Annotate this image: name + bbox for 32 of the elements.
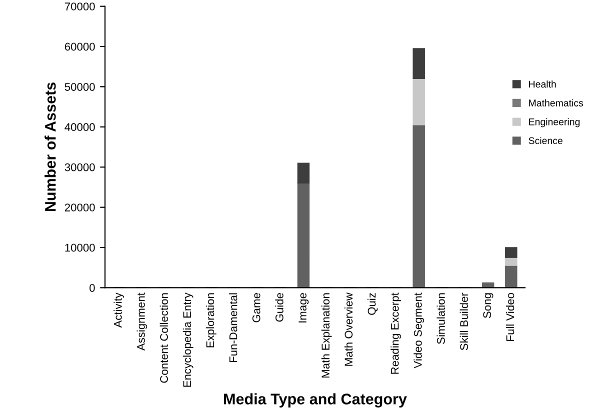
x-tick-label: Song — [483, 293, 494, 318]
x-tick-label: Full Video — [506, 293, 514, 341]
x-tick-label: Fun-Damental — [229, 293, 238, 362]
legend-label: Mathematics — [529, 99, 584, 106]
y-tick-label: 0 — [90, 284, 95, 292]
x-tick-label: Skill Builder — [460, 292, 468, 350]
x-tick-label: Reading Excerpt — [390, 292, 401, 374]
x-tick-label: Activity — [114, 292, 124, 328]
legend-label: Science — [528, 136, 562, 144]
y-tick-label: 70000 — [64, 2, 95, 10]
x-tick-label: Encyclopedia Entry — [182, 292, 194, 387]
y-axis-title: Number of Assets — [44, 82, 56, 212]
legend-label: Engineering — [529, 118, 580, 128]
x-tick-label: Guide — [275, 293, 284, 322]
x-tick-label: Exploration — [206, 293, 216, 348]
x-tick-label: Content Collection — [160, 293, 168, 383]
y-tick-label: 50000 — [64, 82, 95, 91]
x-axis-title: Media Type and Category — [224, 393, 407, 408]
x-tick-label: Assignment — [136, 292, 148, 351]
x-tick-label: Game — [252, 293, 260, 322]
y-tick-label: 40000 — [64, 123, 95, 132]
y-tick-label: 10000 — [65, 244, 95, 252]
x-tick-label: Math Explanation — [321, 293, 332, 378]
x-tick-label: Simulation — [436, 293, 445, 344]
y-tick-label: 20000 — [64, 204, 95, 212]
y-tick-label: 30000 — [64, 163, 95, 172]
x-tick-label: Video Segment — [414, 292, 424, 368]
x-tick-label: Image — [298, 293, 309, 322]
y-tick-label: 60000 — [64, 42, 95, 51]
x-tick-label: Quiz — [368, 293, 378, 315]
x-tick-label: Math Overview — [344, 292, 353, 366]
legend-label: Health — [529, 80, 556, 88]
